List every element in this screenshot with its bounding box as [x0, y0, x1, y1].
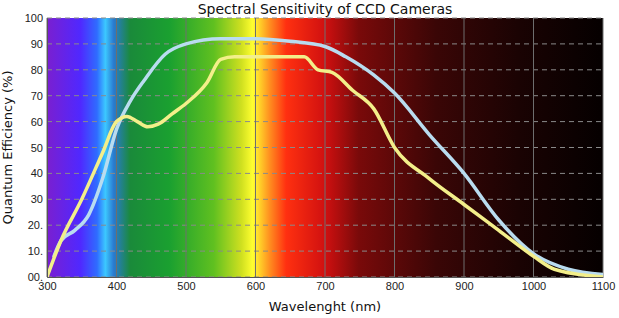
y-tick: 10. — [28, 245, 47, 257]
y-tick: 20. — [28, 219, 47, 231]
series-group — [47, 39, 603, 277]
grid-line-x — [47, 18, 48, 277]
grid — [47, 18, 603, 277]
title: Spectral Sensitivity of CCD Cameras — [198, 1, 453, 17]
x-tick-label: 600 — [247, 280, 265, 292]
y-tick-label: 60 — [31, 116, 43, 128]
y-axis: 00. 10. 20. 30 40 50 60 70 80 90 100 — [25, 12, 48, 283]
series-line — [54, 39, 603, 275]
y-axis-line — [47, 19, 48, 278]
x-tick-label: 700 — [316, 280, 334, 292]
x-tick: 600 — [247, 277, 265, 292]
plot-background — [47, 18, 603, 277]
grid-line-x — [186, 18, 187, 277]
x-axis-line — [48, 277, 604, 278]
grid-line-x — [464, 18, 465, 277]
x-tick-label: 500 — [177, 280, 195, 292]
grid-line-x — [116, 18, 117, 277]
series-line — [47, 57, 603, 277]
y-tick-label: 00. — [28, 271, 43, 283]
y-tick: 50 — [31, 142, 47, 154]
y-tick-label: 10. — [28, 245, 43, 257]
x-tick: 700 — [316, 277, 334, 292]
x-tick: 900 — [455, 277, 473, 292]
y-tick-label: 50 — [31, 142, 43, 154]
y-tick: 80 — [31, 64, 47, 76]
chart: 3004005006007008009001000110000.10.20.30… — [0, 0, 619, 318]
y-tick: 60 — [31, 116, 47, 128]
y-tick: 100 — [25, 12, 47, 24]
x-tick-label: 400 — [108, 280, 126, 292]
y-tick: 30 — [31, 193, 47, 205]
y-tick-label: 100 — [25, 12, 43, 24]
x-tick: 500 — [177, 277, 195, 292]
grid-line-x — [533, 18, 534, 277]
y-tick-label: 40 — [31, 167, 43, 179]
x-tick-label: 1000 — [522, 280, 546, 292]
grid-line-x — [603, 18, 604, 277]
x-axis: 30040050060070080090010001100 — [38, 277, 615, 292]
x-tick: 1100 — [592, 277, 616, 292]
plot: 3004005006007008009001000110000.10.20.30… — [25, 12, 616, 292]
x-tick: 1000 — [522, 277, 546, 292]
x-tick: 400 — [108, 277, 126, 292]
x-tick-label: 800 — [386, 280, 404, 292]
x-axis-title: Wavelenght (nm) — [269, 299, 381, 314]
y-tick-label: 70 — [31, 90, 43, 102]
grid-line-x — [325, 18, 326, 277]
y-tick-label: 30 — [31, 193, 43, 205]
y-tick: 70 — [31, 90, 47, 102]
x-tick: 800 — [386, 277, 404, 292]
x-tick-label: 1100 — [592, 280, 616, 292]
y-tick-label: 80 — [31, 64, 43, 76]
y-tick: 40 — [31, 167, 47, 179]
y-tick-label: 20. — [28, 219, 43, 231]
y-tick-label: 90 — [31, 38, 43, 50]
y-tick: 00. — [28, 271, 47, 283]
x-tick-label: 900 — [455, 280, 473, 292]
y-tick: 90 — [31, 38, 47, 50]
y-axis-title: Quantum Efficiency (%) — [0, 70, 15, 224]
